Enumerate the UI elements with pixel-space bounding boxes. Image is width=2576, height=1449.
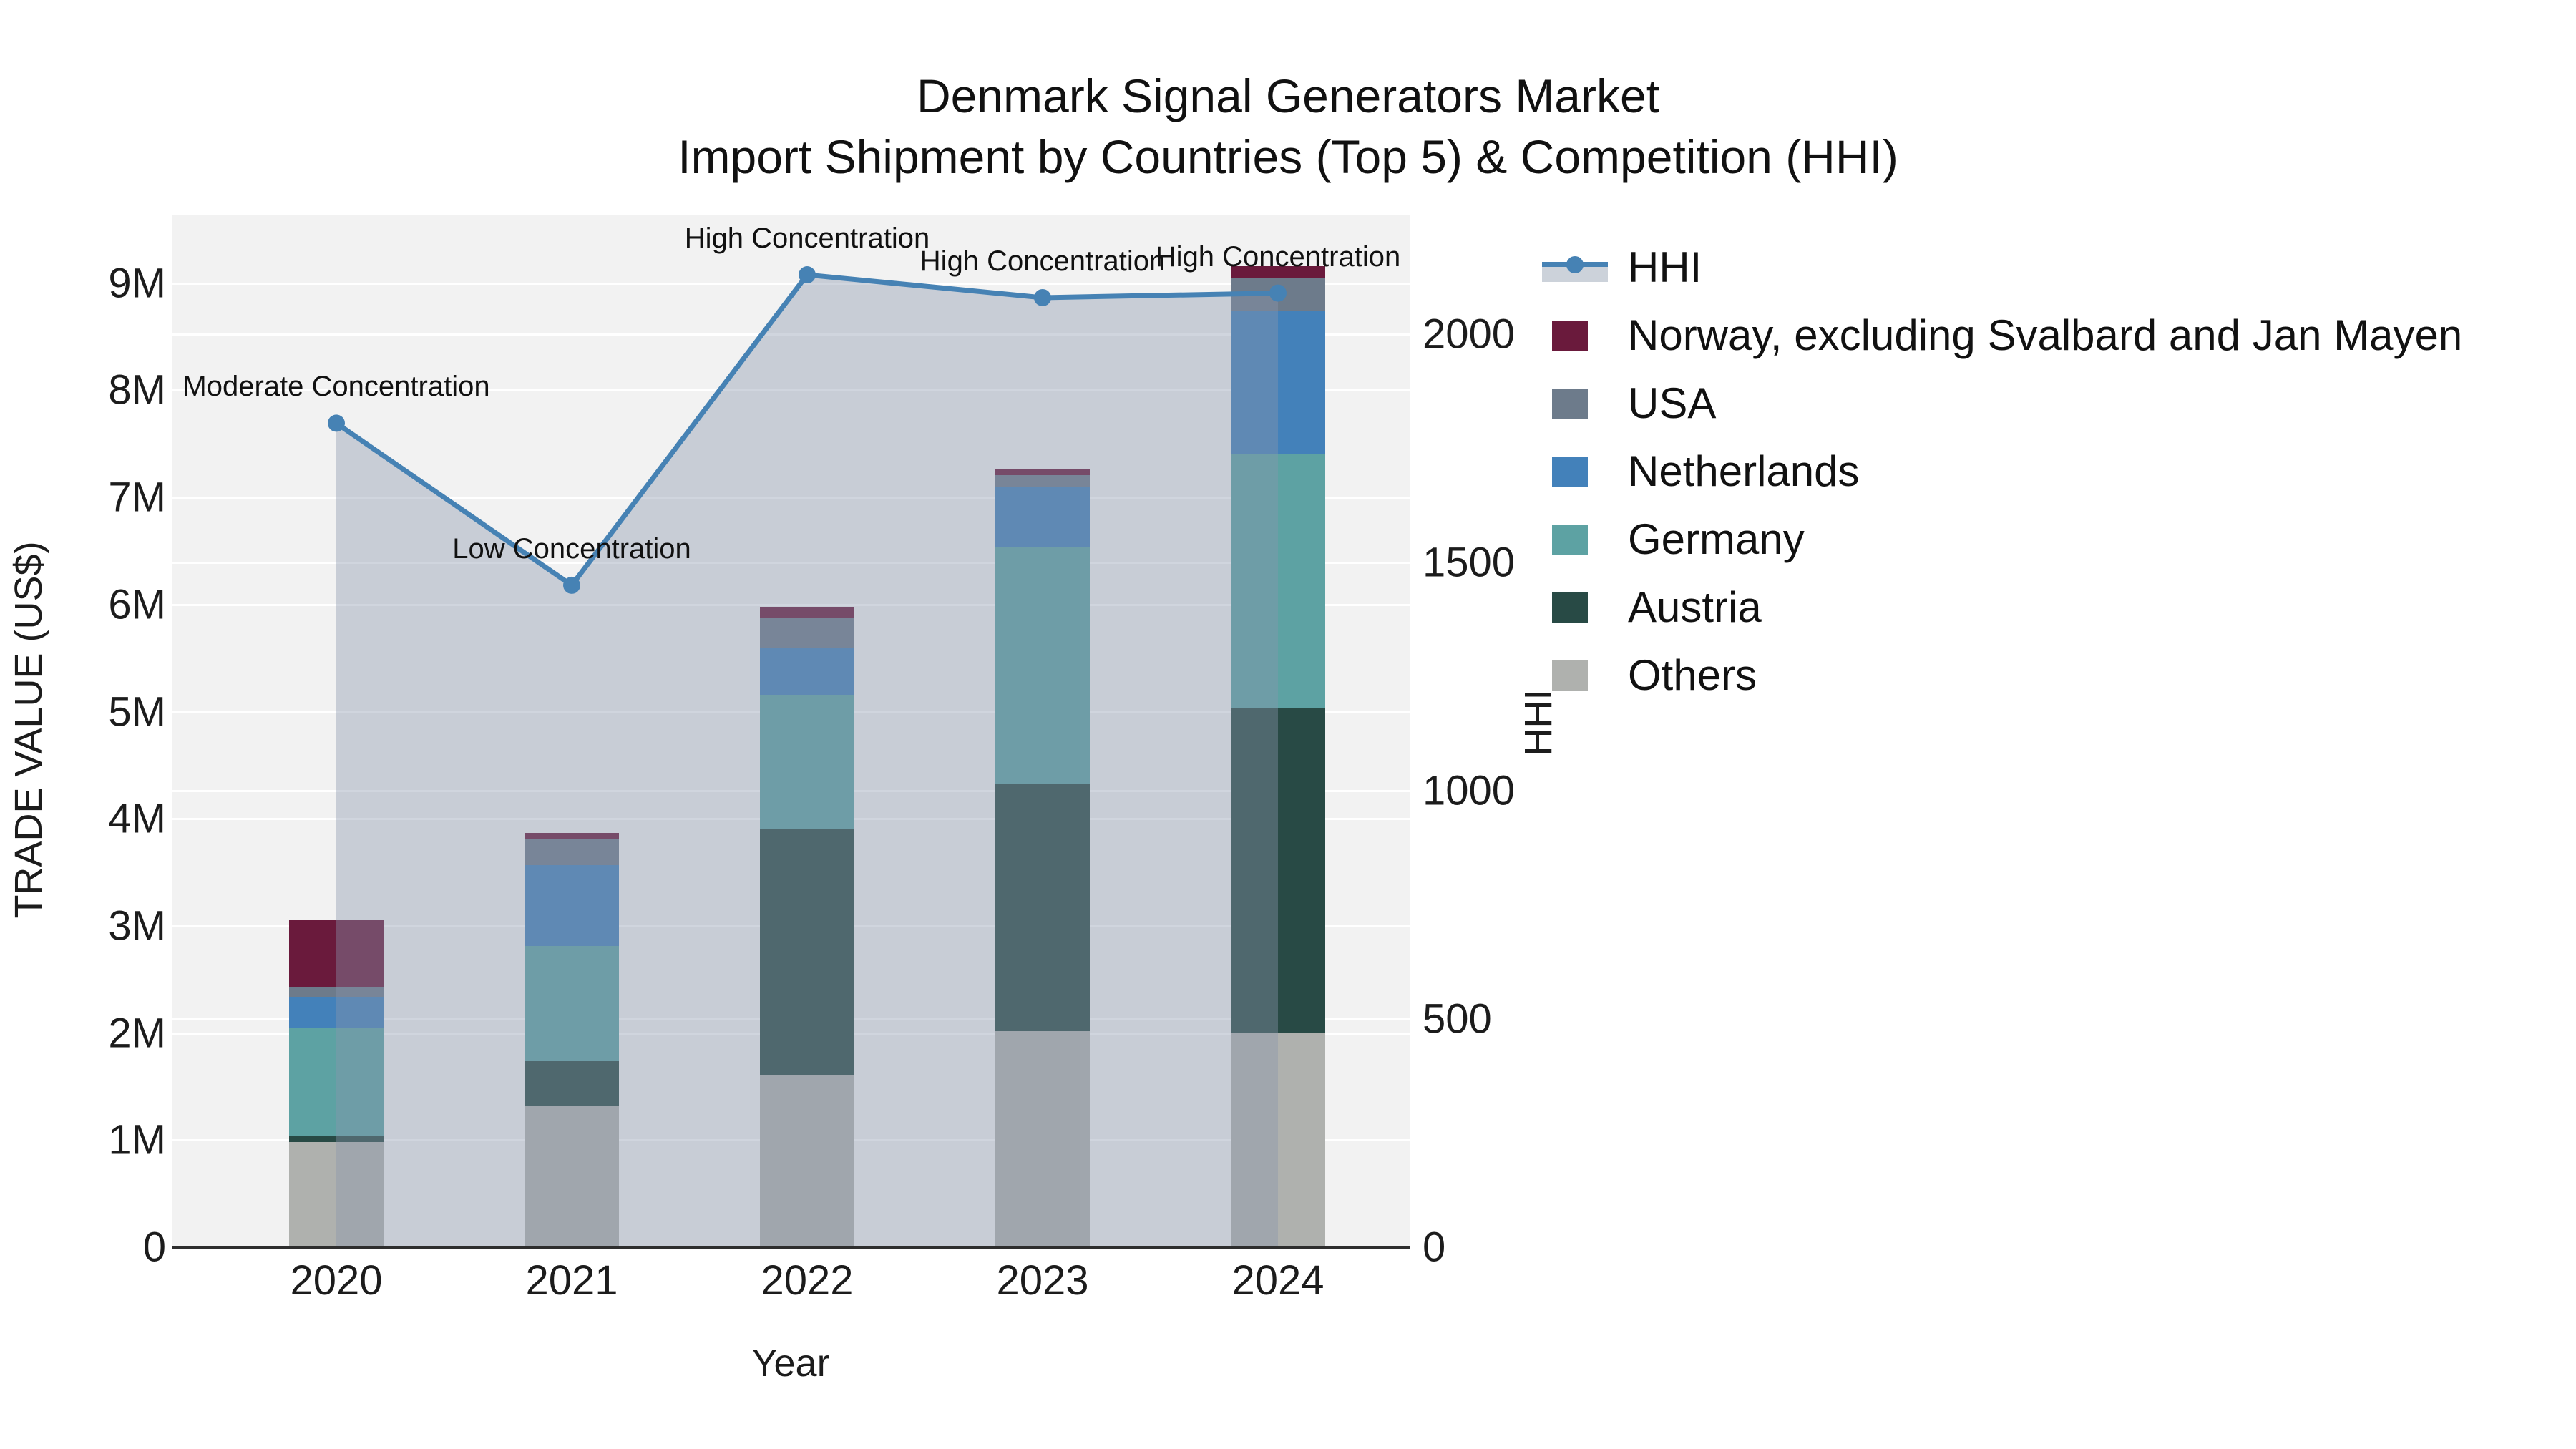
legend-swatch-others <box>1552 660 1588 691</box>
bar-segment-2020-austria <box>289 1136 384 1143</box>
hhi-marker-2021 <box>563 576 580 594</box>
hhi-legend-swatch <box>1542 253 1608 282</box>
legend-item-netherlands: Netherlands <box>1542 437 1860 505</box>
y-left-tick-7M: 7M <box>108 474 166 521</box>
x-tick-2024: 2024 <box>1231 1257 1324 1304</box>
x-axis-title: Year <box>751 1342 830 1385</box>
hhi-marker-2020 <box>328 414 345 432</box>
x-tick-2021: 2021 <box>525 1257 618 1304</box>
legend-item-hhi: HHI <box>1542 233 1702 301</box>
y-left-tick-2M: 2M <box>108 1010 166 1057</box>
chart-subtitle: Import Shipment by Countries (Top 5) & C… <box>678 130 1898 183</box>
gridline-trade-7M <box>172 497 1410 499</box>
bar-segment-2024-germany <box>1231 453 1325 708</box>
bar-segment-2021-others <box>525 1106 619 1247</box>
y-left-tick-6M: 6M <box>108 581 166 628</box>
bar-segment-2021-usa <box>525 839 619 865</box>
bar-segment-2021-netherlands <box>525 864 619 947</box>
bar-segment-2022-netherlands <box>760 648 854 695</box>
bar-segment-2021-germany <box>525 946 619 1061</box>
hhi-legend-marker <box>1566 255 1584 273</box>
bar-segment-2022-norway <box>760 606 854 619</box>
y-right-tick-500: 500 <box>1423 995 1492 1043</box>
legend-item-austria: Austria <box>1542 573 1762 641</box>
x-axis-spine <box>172 1246 1410 1249</box>
legend-item-usa: USA <box>1542 369 1716 437</box>
legend-swatch-germany <box>1552 524 1588 555</box>
bar-segment-2022-germany <box>760 694 854 830</box>
y-left-tick-3M: 3M <box>108 902 166 950</box>
annotation-2023: High Concentration <box>919 245 1166 277</box>
bar-segment-2021-norway <box>525 832 619 839</box>
annotation-2024: High Concentration <box>1155 240 1401 273</box>
y-right-tick-2000: 2000 <box>1423 311 1516 358</box>
hhi-marker-2024 <box>1269 284 1287 302</box>
legend-label: Others <box>1628 651 1757 699</box>
chart-title: Denmark Signal Generators Market <box>916 69 1660 122</box>
x-tick-2022: 2022 <box>761 1257 854 1304</box>
bar-segment-2021-austria <box>525 1060 619 1106</box>
gridline-trade-9M <box>172 282 1410 285</box>
bar-segment-2020-norway <box>289 920 384 987</box>
legend-swatch-austria <box>1552 592 1588 623</box>
bar-segment-2020-usa <box>289 987 384 997</box>
gridline-trade-8M <box>172 389 1410 392</box>
bar-segment-2024-netherlands <box>1231 311 1325 454</box>
legend-label: Germany <box>1628 515 1805 563</box>
y-right-tick-1000: 1000 <box>1423 767 1516 814</box>
bar-segment-2023-norway <box>995 468 1090 475</box>
bar-segment-2024-others <box>1231 1033 1325 1247</box>
bar-segment-2020-germany <box>289 1028 384 1136</box>
bar-segment-2023-others <box>995 1030 1090 1247</box>
gridline-hhi-1500 <box>172 562 1410 564</box>
bar-segment-2023-germany <box>995 546 1090 784</box>
bar-segment-2024-austria <box>1231 708 1325 1033</box>
annotation-2021: Low Concentration <box>452 532 691 565</box>
bar-segment-2022-usa <box>760 618 854 649</box>
y-left-tick-5M: 5M <box>108 688 166 735</box>
y-left-tick-1M: 1M <box>108 1116 166 1163</box>
legend-label: Norway, excluding Svalbard and Jan Mayen <box>1628 311 2463 359</box>
legend-swatch-norway <box>1552 320 1588 351</box>
gridline-trade-6M <box>172 603 1410 606</box>
y-right-tick-0: 0 <box>1423 1224 1446 1271</box>
y-right-tick-1500: 1500 <box>1423 539 1516 586</box>
bar-segment-2020-netherlands <box>289 996 384 1028</box>
annotation-2022: High Concentration <box>684 223 930 255</box>
y-left-tick-9M: 9M <box>108 260 166 307</box>
legend-label: USA <box>1628 379 1717 427</box>
bar-segment-2023-austria <box>995 783 1090 1031</box>
legend-label: HHI <box>1628 243 1702 291</box>
y-left-tick-0: 0 <box>142 1224 166 1271</box>
bar-segment-2023-netherlands <box>995 487 1090 547</box>
legend-item-norway: Norway, excluding Svalbard and Jan Mayen <box>1542 301 2462 369</box>
x-tick-2023: 2023 <box>996 1257 1089 1304</box>
y-left-tick-4M: 4M <box>108 795 166 842</box>
bar-segment-2020-others <box>289 1142 384 1247</box>
legend-label: Netherlands <box>1628 447 1860 495</box>
legend-item-others: Others <box>1542 641 1757 709</box>
legend-label: Austria <box>1628 583 1762 631</box>
legend-item-germany: Germany <box>1542 505 1805 573</box>
hhi-marker-2023 <box>1034 288 1051 306</box>
bar-segment-2023-usa <box>995 474 1090 487</box>
annotation-2020: Moderate Concentration <box>182 371 490 403</box>
x-tick-2020: 2020 <box>290 1257 383 1304</box>
y-left-tick-8M: 8M <box>108 366 166 414</box>
bar-segment-2024-norway <box>1231 265 1325 278</box>
bar-segment-2022-austria <box>760 829 854 1076</box>
chart-title-block: Denmark Signal Generators Market Import … <box>678 66 1898 187</box>
legend-swatch-usa <box>1552 388 1588 419</box>
legend-swatch-netherlands <box>1552 456 1588 487</box>
bar-segment-2022-others <box>760 1075 854 1247</box>
hhi-marker-2022 <box>799 266 816 284</box>
hhi-area-fill <box>336 275 1278 1247</box>
gridline-hhi-2000 <box>172 333 1410 336</box>
